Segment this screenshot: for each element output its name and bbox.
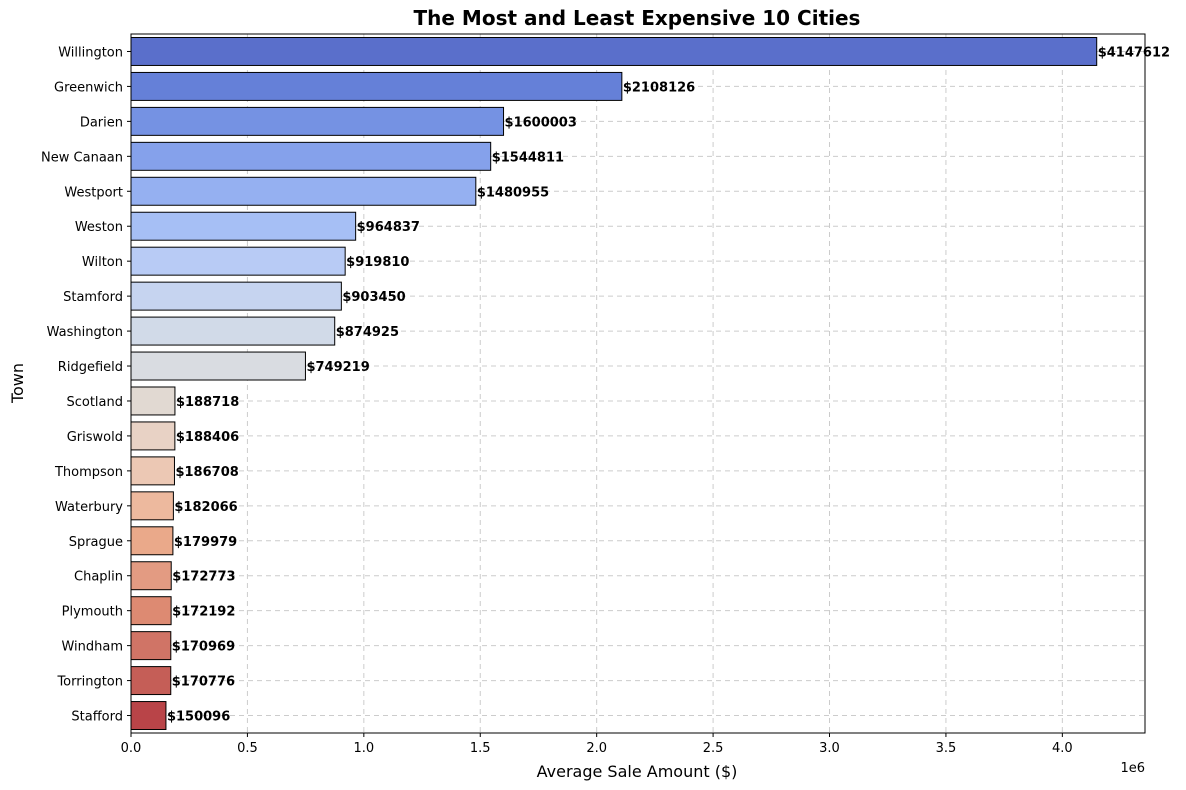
bar-washington bbox=[130, 316, 336, 346]
x-tick-label: 2.5 bbox=[703, 741, 724, 756]
bar-chaplin bbox=[130, 561, 172, 591]
bar-wilton bbox=[130, 246, 346, 276]
plot-frame bbox=[130, 33, 1146, 734]
x-axis-label: Average Sale Amount ($) bbox=[537, 762, 738, 781]
data-label: $170969 bbox=[172, 640, 235, 655]
y-tick-label: Thompson bbox=[54, 465, 123, 480]
bar-torrington bbox=[130, 666, 172, 696]
data-label: $903450 bbox=[342, 290, 405, 305]
y-tick-label: Stafford bbox=[71, 710, 123, 725]
bar-westport bbox=[130, 176, 477, 206]
chart-title: The Most and Least Expensive 10 Cities bbox=[414, 6, 861, 30]
data-label: $1480955 bbox=[477, 185, 549, 200]
y-tick-label: Stamford bbox=[63, 290, 123, 305]
data-labels: $4147612 $2108126 $1600003 $1544811 $1480955… bbox=[167, 45, 1170, 724]
x-tick-label: 0.5 bbox=[237, 741, 258, 756]
data-label: $179979 bbox=[174, 535, 237, 550]
bar-weston bbox=[130, 211, 357, 241]
data-label: $150096 bbox=[167, 710, 230, 725]
y-tick-label: Windham bbox=[61, 640, 123, 655]
x-tick-label: 1.5 bbox=[470, 741, 491, 756]
data-label: $1544811 bbox=[492, 150, 564, 165]
x-tick-label: 2.0 bbox=[586, 741, 607, 756]
data-label: $182066 bbox=[174, 500, 237, 515]
data-label: $188406 bbox=[176, 430, 239, 445]
bars bbox=[130, 36, 1098, 731]
y-tick-label: Washington bbox=[47, 325, 123, 340]
bar-griswold bbox=[130, 421, 176, 451]
bar-plymouth bbox=[130, 596, 172, 626]
bar-stafford bbox=[130, 701, 167, 731]
bar-stamford bbox=[130, 281, 342, 311]
data-label: $964837 bbox=[357, 220, 420, 235]
y-axis-label: Town bbox=[8, 363, 27, 404]
y-tick-label: Weston bbox=[75, 220, 123, 235]
bar-ridgefield bbox=[130, 351, 306, 381]
data-label: $749219 bbox=[306, 360, 369, 375]
x-tick-labels: 0.0 0.5 1.0 1.5 2.0 2.5 3.0 3.5 4.0 bbox=[121, 733, 1073, 756]
data-label: $4147612 bbox=[1098, 45, 1170, 60]
data-label: $186708 bbox=[175, 465, 238, 480]
x-tick-label: 3.0 bbox=[819, 741, 840, 756]
y-tick-label: Torrington bbox=[56, 675, 123, 690]
x-tick-label: 0.0 bbox=[121, 741, 142, 756]
data-label: $874925 bbox=[336, 325, 399, 340]
bar-new-canaan bbox=[130, 141, 492, 171]
data-label: $919810 bbox=[346, 255, 409, 270]
y-tick-label: Wilton bbox=[82, 255, 123, 270]
data-label: $172773 bbox=[172, 570, 235, 585]
bar-thompson bbox=[130, 456, 175, 486]
data-label: $2108126 bbox=[623, 80, 695, 95]
y-tick-label: Chaplin bbox=[74, 570, 123, 585]
grid bbox=[130, 34, 1145, 733]
x-tick-label: 3.5 bbox=[936, 741, 957, 756]
y-tick-label: Waterbury bbox=[55, 500, 123, 515]
y-tick-label: Sprague bbox=[69, 535, 123, 550]
bar-waterbury bbox=[130, 491, 174, 521]
x-tick-label: 1.0 bbox=[353, 741, 374, 756]
y-tick-label: Griswold bbox=[67, 430, 123, 445]
x-tick-label: 4.0 bbox=[1052, 741, 1073, 756]
bar-sprague bbox=[130, 526, 174, 556]
bar-windham bbox=[130, 631, 172, 661]
bar-greenwich bbox=[130, 71, 623, 101]
y-tick-label: Ridgefield bbox=[58, 360, 123, 375]
data-label: $1600003 bbox=[505, 115, 577, 130]
bar-scotland bbox=[130, 386, 176, 416]
y-tick-label: Willington bbox=[58, 45, 123, 60]
y-tick-label: Scotland bbox=[66, 395, 123, 410]
y-tick-label: New Canaan bbox=[41, 150, 123, 165]
y-tick-label: Westport bbox=[64, 185, 123, 200]
data-label: $170776 bbox=[172, 675, 235, 690]
data-label: $172192 bbox=[172, 605, 235, 620]
y-tick-label: Plymouth bbox=[62, 605, 123, 620]
y-tick-labels: Willington Greenwich Darien New Canaan Westp… bbox=[41, 45, 131, 725]
bar-willington bbox=[130, 36, 1098, 66]
data-label: $188718 bbox=[176, 395, 239, 410]
bar-darien bbox=[130, 106, 505, 136]
y-tick-label: Greenwich bbox=[54, 80, 123, 95]
y-tick-label: Darien bbox=[80, 115, 123, 130]
x-offset-text: 1e6 bbox=[1120, 761, 1145, 776]
